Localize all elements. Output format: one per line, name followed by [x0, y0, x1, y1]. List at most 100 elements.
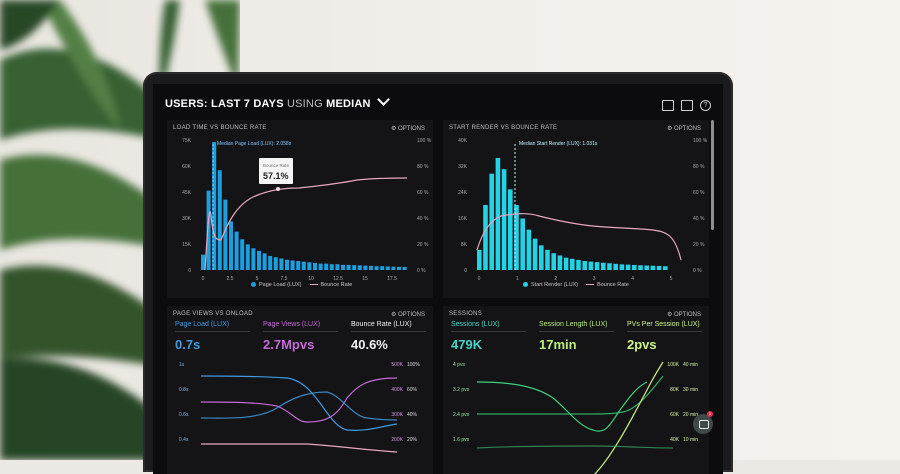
- histogram-bar: [206, 190, 211, 270]
- metric-card: PVs Per Session (LUX) 2pvs: [627, 321, 702, 352]
- metric-card: Session Length (LUX) 17min: [539, 321, 614, 352]
- tick-label: 20 %: [417, 242, 429, 248]
- top-toolbar: ?: [662, 100, 711, 111]
- tick-label: 0 %: [693, 268, 702, 274]
- histogram-bar: [234, 231, 239, 270]
- median-annotation: Median Start Render (LUX): 1.031s: [519, 141, 598, 147]
- histogram-bar: [520, 218, 525, 270]
- histogram-bar: [229, 221, 233, 270]
- legend-bars-label: Page Load (LUX): [259, 282, 302, 288]
- histogram-bar: [290, 260, 295, 270]
- tick-label: 15K: [182, 242, 192, 248]
- tick-label: 0.8s: [179, 387, 189, 393]
- histogram-bar: [495, 158, 501, 270]
- histogram-bar: [369, 265, 373, 270]
- histogram-bar: [601, 262, 606, 270]
- histogram-bar: [341, 264, 345, 270]
- monitor-icon[interactable]: [662, 100, 674, 111]
- panel-title: LOAD TIME VS BOUNCE RATE: [173, 125, 267, 131]
- y-axis-mid: 100K 80K 60K 40K: [667, 362, 679, 443]
- histogram-bar: [307, 262, 312, 270]
- tick-label: 100 %: [417, 138, 432, 144]
- chat-icon[interactable]: [693, 414, 713, 434]
- metric-label: Page Load (LUX): [175, 321, 250, 332]
- title-stat: MEDIAN: [326, 98, 371, 110]
- tick-label: 16K: [458, 216, 468, 222]
- legend-line-label: Bounce Rate: [320, 282, 353, 288]
- panel-load-time: LOAD TIME VS BOUNCE RATE OPTIONS Median …: [167, 120, 433, 298]
- tick-label: 40K: [458, 138, 468, 144]
- options-button[interactable]: OPTIONS: [391, 125, 425, 132]
- histogram-bar: [619, 264, 625, 270]
- histogram-bar: [632, 264, 637, 270]
- panel-title: PAGE VIEWS VS ONLOAD: [173, 311, 253, 317]
- panel-page-views: PAGE VIEWS VS ONLOAD OPTIONS Page Load (…: [167, 306, 433, 474]
- session-length-line: [476, 375, 664, 415]
- histogram-bar: [262, 253, 267, 270]
- metric-card: Bounce Rate (LUX) 40.6%: [351, 321, 426, 352]
- tick-label: 7.5: [281, 276, 288, 282]
- metric-value: 40.6%: [351, 337, 388, 352]
- histogram-bar: [594, 262, 600, 270]
- render-chart: Median Start Render (LUX): 1.031s 40K 32K…: [458, 138, 708, 282]
- metric-value: 479K: [451, 337, 483, 352]
- chevron-down-icon[interactable]: [377, 93, 390, 106]
- histogram-bar: [380, 266, 385, 270]
- tick-label: 75K: [182, 138, 192, 144]
- scrollbar[interactable]: [711, 120, 714, 230]
- tick-label: 60K: [182, 164, 192, 170]
- dashboard-title[interactable]: USERS: LAST 7 DAYS USING MEDIAN: [165, 93, 390, 110]
- histogram-bar: [501, 169, 507, 270]
- legend-line: [309, 284, 318, 286]
- tick-label: 20 %: [693, 242, 705, 248]
- histogram-bar: [391, 266, 396, 270]
- y-axis-left: 4 pvs 3.2 pvs 2.4 pvs 1.6 pvs: [453, 362, 470, 443]
- help-icon[interactable]: ?: [700, 100, 711, 111]
- tick-label: 100%: [407, 362, 420, 368]
- histogram-bar: [313, 262, 317, 270]
- histogram-bar: [268, 255, 273, 270]
- tick-label: 100 %: [693, 138, 708, 144]
- panel-title: START RENDER VS BOUNCE RATE: [449, 125, 558, 131]
- tooltip-label: Bounce Rate: [263, 163, 290, 168]
- histogram-bar: [532, 238, 538, 270]
- histogram-bar: [324, 263, 329, 270]
- tick-label: 17.5: [387, 276, 397, 282]
- histogram-bar: [508, 189, 513, 270]
- y-axis-left: 75K 60K 45K 30K 15K 0: [182, 138, 192, 274]
- tick-label: 60 %: [417, 190, 429, 196]
- title-period: LAST 7 DAYS: [211, 98, 284, 110]
- histogram-bar: [273, 257, 278, 270]
- histogram-bar: [335, 264, 340, 270]
- histogram-bar: [514, 205, 519, 270]
- tooltip-box: [259, 158, 293, 184]
- metric-value: 17min: [539, 337, 577, 352]
- tick-label: 1.6 pvs: [453, 437, 470, 443]
- options-button[interactable]: OPTIONS: [391, 311, 425, 318]
- x-axis: 0 2.5 5 7.5 10 12.5 15 17.5: [202, 276, 397, 282]
- histogram-bar: [638, 265, 643, 270]
- y-axis-right: 100 % 80 % 60 % 40 % 20 % 0 %: [417, 138, 432, 274]
- tooltip-value: 57.1%: [263, 171, 289, 181]
- options-button[interactable]: OPTIONS: [667, 125, 701, 132]
- tick-label: 5: [256, 276, 259, 282]
- load-bars: [201, 142, 407, 270]
- histogram-bar: [257, 250, 261, 270]
- tick-label: 30K: [182, 216, 192, 222]
- metric-value: 2.7Mpvs: [263, 337, 315, 352]
- median-annotation: Median Page Load (LUX): 2.058s: [217, 141, 292, 147]
- panel-start-render: START RENDER VS BOUNCE RATE OPTIONS Medi…: [443, 120, 709, 298]
- histogram-bar: [477, 249, 482, 270]
- bounce-rate-line: [201, 443, 398, 453]
- tick-label: 60K: [670, 412, 680, 418]
- tick-label: 400K: [391, 387, 403, 393]
- sessions-line: [476, 381, 648, 432]
- chart-icon[interactable]: [681, 100, 693, 111]
- tick-label: 2.5: [227, 276, 234, 282]
- options-button[interactable]: OPTIONS: [667, 311, 701, 318]
- histogram-bar: [625, 264, 631, 270]
- tick-label: 60 %: [693, 190, 705, 196]
- histogram-bar: [557, 255, 563, 270]
- metric-label: Page Views (LUX): [263, 321, 338, 332]
- histogram-bar: [545, 249, 550, 270]
